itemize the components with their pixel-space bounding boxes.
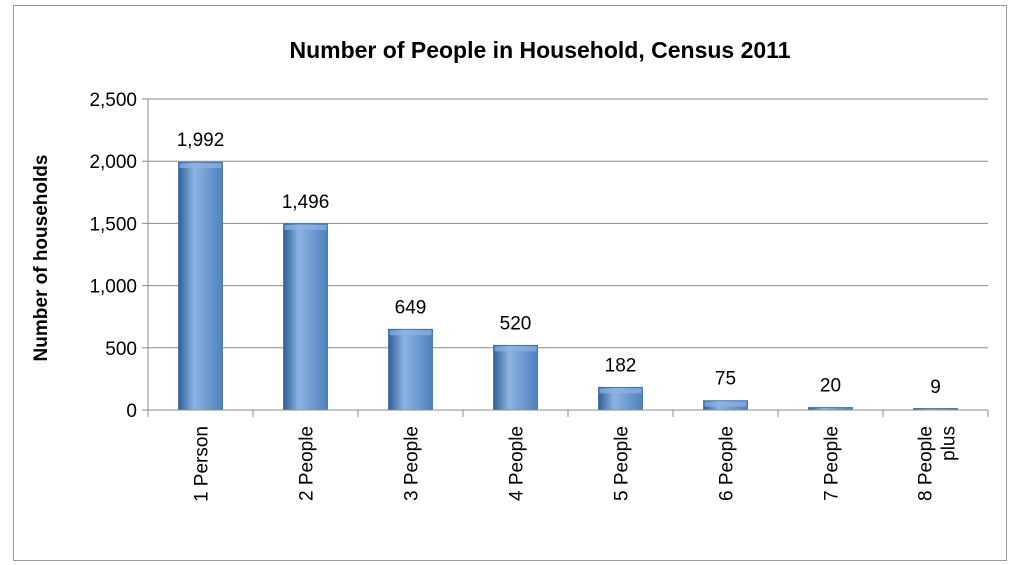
- y-tick-label: 0: [126, 401, 137, 422]
- bar-2: [284, 224, 328, 410]
- category-label: 6 People: [717, 426, 738, 501]
- data-label: 9: [930, 377, 941, 398]
- category-label-line: 1 Person: [192, 426, 213, 502]
- bar-cap: [180, 163, 222, 168]
- category-label-line: 5 People: [612, 426, 633, 501]
- category-label: 4 People: [507, 426, 528, 501]
- category-label: 2 People: [297, 426, 318, 501]
- bar-3: [389, 329, 433, 410]
- category-label: 5 People: [612, 426, 633, 501]
- gridlines: [148, 99, 988, 348]
- y-tick-label: 500: [105, 339, 137, 360]
- data-label: 520: [500, 313, 532, 334]
- category-label-line: 2 People: [297, 426, 318, 501]
- bar-cap: [285, 225, 327, 230]
- y-axis-label: Number of households: [31, 155, 52, 362]
- category-label-line: 6 People: [717, 426, 738, 501]
- category-label: 1 Person: [192, 426, 213, 502]
- category-label: 8 People plus: [916, 426, 960, 501]
- y-tick-label: 2,500: [89, 90, 137, 111]
- y-tick-label: 2,000: [89, 152, 137, 173]
- bar-cap: [390, 330, 432, 335]
- category-label-line: plus: [939, 426, 960, 461]
- data-label: 75: [715, 369, 736, 390]
- category-label: 7 People: [822, 426, 843, 501]
- bar-4: [494, 345, 538, 410]
- data-label: 182: [605, 355, 637, 376]
- bar-1: [179, 162, 223, 410]
- category-label-line: 3 People: [402, 426, 423, 501]
- bar-cap: [600, 388, 642, 393]
- data-label: 649: [395, 297, 427, 318]
- y-tick-label: 1,000: [89, 277, 137, 298]
- category-label-line: 7 People: [822, 426, 843, 501]
- category-labels: 1 Person 2 People 3 People 4 People 5 People…: [192, 426, 960, 502]
- category-label-line: 4 People: [507, 426, 528, 501]
- data-label: 1,992: [177, 130, 225, 151]
- bar-cap: [495, 346, 537, 351]
- chart-title: Number of People in Household, Census 20…: [289, 37, 790, 63]
- y-axis-ticks: 0 500 1,000 1,500 2,000 2,500: [89, 90, 148, 422]
- bar-cap: [705, 402, 747, 407]
- axes: [148, 99, 988, 417]
- data-label: 20: [820, 376, 841, 397]
- category-label: 3 People: [402, 426, 423, 501]
- y-tick-label: 1,500: [89, 214, 137, 235]
- category-label-line: 8 People: [916, 426, 937, 501]
- data-label: 1,496: [282, 192, 330, 213]
